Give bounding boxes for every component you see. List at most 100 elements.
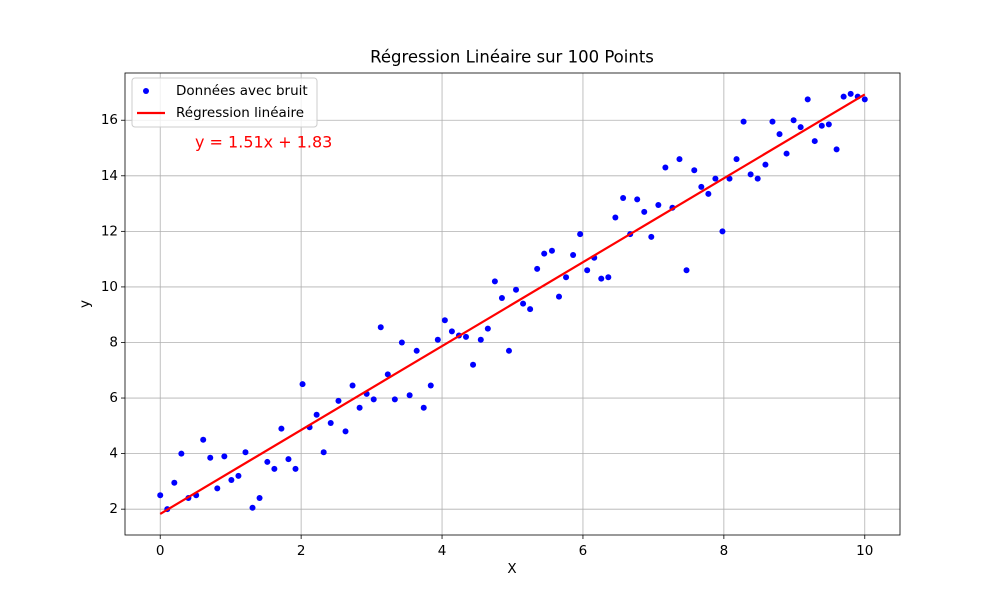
scatter-point xyxy=(641,208,648,215)
scatter-point xyxy=(320,449,327,456)
scatter-point xyxy=(840,93,847,100)
scatter-point xyxy=(655,201,662,208)
scatter-point xyxy=(470,361,477,368)
scatter-point xyxy=(825,121,832,128)
legend-box xyxy=(131,77,318,128)
scatter-point xyxy=(769,118,776,125)
scatter-point xyxy=(762,161,769,168)
scatter-point xyxy=(577,231,584,238)
scatter-point xyxy=(570,251,577,258)
plot-frame xyxy=(124,72,901,536)
scatter-point xyxy=(491,278,498,285)
scatter-point xyxy=(278,425,285,432)
scatter-point xyxy=(662,164,669,171)
scatter-point xyxy=(441,317,448,324)
scatter-point xyxy=(605,274,612,281)
x-tick-label: 4 xyxy=(438,543,447,559)
scatter-point xyxy=(235,472,242,479)
scatter-point xyxy=(541,250,548,257)
scatter-point xyxy=(584,267,591,274)
y-tick-label: 10 xyxy=(101,279,118,295)
x-tick-label: 8 xyxy=(720,543,729,559)
scatter-point xyxy=(534,265,541,272)
scatter-point xyxy=(804,96,811,103)
scatter-point xyxy=(256,495,263,502)
scatter-point xyxy=(740,118,747,125)
scatter-point xyxy=(370,396,377,403)
legend-label: Données avec bruit xyxy=(176,83,308,99)
scatter-point xyxy=(505,347,512,354)
scatter-point xyxy=(818,122,825,129)
scatter-point xyxy=(200,436,207,443)
scatter-point xyxy=(620,195,627,202)
scatter-point xyxy=(811,138,818,145)
scatter-point xyxy=(221,453,228,460)
scatter-point xyxy=(598,275,605,282)
scatter-point xyxy=(335,397,342,404)
scatter-point xyxy=(691,167,698,174)
scatter-point xyxy=(171,479,178,486)
y-tick-label: 12 xyxy=(101,223,118,239)
scatter-point xyxy=(377,324,384,331)
scatter-point xyxy=(313,411,320,418)
scatter-point xyxy=(790,117,797,124)
x-axis-label: X xyxy=(507,561,516,577)
chart-title: Régression Linéaire sur 100 Points xyxy=(370,48,654,67)
scatter-point xyxy=(264,458,271,465)
scatter-point xyxy=(356,404,363,411)
scatter-point xyxy=(228,476,235,483)
scatter-point xyxy=(477,336,484,343)
scatter-point xyxy=(420,404,427,411)
scatter-point xyxy=(676,156,683,163)
scatter-point xyxy=(634,196,641,203)
x-tick-label: 6 xyxy=(579,543,588,559)
scatter-point xyxy=(648,233,655,240)
scatter-point xyxy=(705,190,712,197)
scatter-point xyxy=(733,156,740,163)
x-tick-label: 2 xyxy=(297,543,306,559)
scatter-point xyxy=(463,333,469,340)
x-tick-label: 0 xyxy=(156,543,165,559)
scatter-point xyxy=(271,465,278,472)
scatter-point xyxy=(413,347,420,354)
scatter-point xyxy=(783,150,790,157)
scatter-point xyxy=(214,485,221,492)
scatter-point xyxy=(563,274,570,281)
y-axis-label: y xyxy=(77,300,93,308)
scatter-point xyxy=(556,293,562,300)
scatter-point xyxy=(513,286,520,293)
scatter-point xyxy=(719,228,726,235)
scatter-point xyxy=(406,392,413,399)
regression-line xyxy=(159,93,866,515)
scatter-point xyxy=(776,131,783,138)
scatter-point xyxy=(847,90,854,97)
legend-label: Régression linéaire xyxy=(176,105,304,121)
scatter-point xyxy=(527,306,534,313)
scatter-point xyxy=(391,396,398,403)
x-tick-label: 10 xyxy=(856,543,873,559)
scatter-point xyxy=(349,382,356,389)
y-tick-label: 8 xyxy=(109,334,118,350)
scatter-point xyxy=(327,420,334,427)
y-tick-label: 16 xyxy=(101,112,118,128)
scatter-point xyxy=(612,214,619,221)
scatter-point xyxy=(434,336,441,343)
scatter-point xyxy=(398,339,405,346)
scatter-point xyxy=(427,382,434,389)
scatter-point xyxy=(861,96,868,103)
scatter-point xyxy=(520,300,527,307)
scatter-point xyxy=(242,449,249,456)
scatter-point xyxy=(498,295,505,302)
scatter-point xyxy=(249,504,256,511)
scatter-point xyxy=(384,371,391,378)
scatter-point xyxy=(299,381,306,388)
scatter-point xyxy=(448,328,455,335)
scatter-point xyxy=(754,175,761,182)
scatter-point xyxy=(292,465,299,472)
scatter-point xyxy=(207,454,214,461)
scatter-point xyxy=(157,492,164,499)
y-tick-label: 4 xyxy=(109,446,118,462)
legend: Données avec bruit Régression linéaire xyxy=(131,77,318,128)
scatter-point xyxy=(342,428,349,435)
